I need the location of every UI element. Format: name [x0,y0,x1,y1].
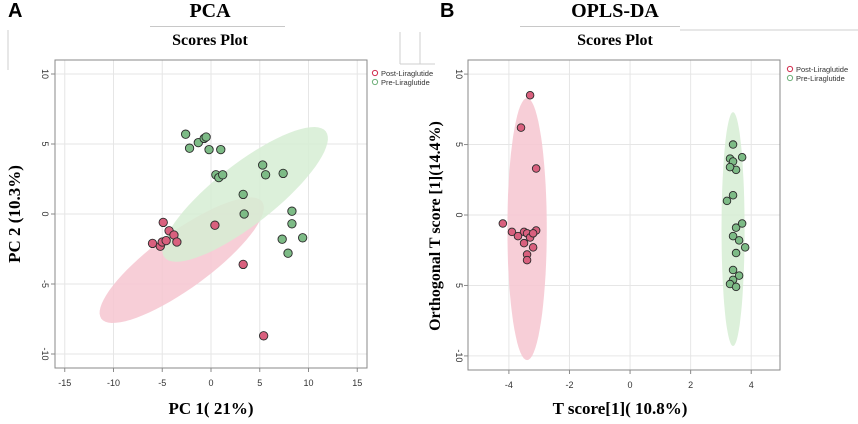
panel-b-point-pre [734,236,744,245]
panel-b-y-tick-label: -10 [454,349,464,362]
panel-a-point-pre [278,168,288,179]
panel-b-y-tick-label: 5 [454,142,464,147]
panel-b-point-post [522,255,532,265]
panel-a-point-post [258,331,269,341]
panel-a-legend-marker-pre [371,78,379,86]
panel-a-point-pre [297,233,308,243]
panel-b-point-post [525,90,535,100]
panel-b-subtitle: Scores Plot [577,32,653,49]
panel-a-letter: A [8,0,23,22]
panel-a-point-post [161,235,171,246]
panel-b-x-tick-label: -4 [505,380,513,390]
panel-a-x-tick-label: -10 [107,378,120,388]
panel-b-y-tick-label: 10 [454,69,464,79]
panel-a-legend-label-post: Post-Liraglutide [381,69,433,78]
panel-b-point-post [513,231,523,241]
panel-a-point-post [172,237,182,247]
panel-a-point-pre [184,143,195,153]
panel-b-point-pre [737,152,747,162]
panel-b-point-pre [728,140,738,149]
panel-a-point-pre [260,170,271,180]
panel-a-point-pre [216,144,226,155]
panel-b-y-tick-label: 0 [454,212,464,217]
panel-a-point-post [147,238,158,249]
panel-b-point-post [519,238,529,248]
panel-b-x-tick-label: 0 [628,380,633,390]
panel-b-x-tick-label: 4 [749,380,754,390]
panel-a-y-tick-label: 10 [40,69,50,79]
panel-a-point-pre [258,160,268,170]
panel-a-point-pre [180,129,191,139]
panel-b-y-tick-label: 5 [454,283,464,288]
panel-b-point-pre [722,196,732,206]
panel-a-point-pre [239,209,249,219]
panel-b-x-tick-label: -2 [565,380,573,390]
panel-a-x-tick-label: 15 [352,378,362,388]
panel-b-letter: B [440,0,455,22]
panel-a-point-pre [287,206,297,216]
panel-a-subtitle: Scores Plot [172,32,248,49]
panel-b-x-axis-label: T score[1]( 10.8%) [553,399,688,418]
panel-b-legend-marker-pre [786,74,794,82]
panel-a-legend-marker-post [371,69,379,77]
panel-a-point-pre [204,144,214,155]
panel-b-legend-marker-post [786,65,794,73]
panel-a-point-post [210,220,220,230]
panel-b-point-pre [731,248,741,258]
panel-b-point-post [528,243,538,252]
panel-b-point-pre [737,219,747,228]
panel-b-point-post [528,229,538,238]
panel-b-legend-label-post: Post-Liraglutide [796,65,848,74]
panel-b-title-rule [520,26,680,27]
panel-a-point-pre [287,219,297,229]
panel-a-point-pre [201,132,211,142]
panel-a-y-axis-label: PC 2 (10.3%) [5,165,24,263]
panel-b-point-post [507,227,517,237]
panel-b-point-pre [731,282,741,292]
panel-b-point-post [498,219,508,228]
panel-a-point-pre [277,234,287,244]
panel-a-title: PCA [189,0,231,22]
panel-b-title: OPLS-DA [571,0,659,22]
panel-a-x-tick-label: -5 [158,378,166,388]
panel-a-point-pre [218,170,228,180]
panel-a-point-post [158,217,168,228]
panel-b-y-axis-label: Orthogonal T score [1](14.4%) [427,121,444,331]
panel-b-point-pre [728,265,738,275]
panel-a-x-axis-label: PC 1( 21%) [169,399,254,418]
panel-b-point-post [531,164,541,173]
panel-b-point-pre [728,191,738,200]
panel-a-point-post [238,259,248,270]
panel-b-point-pre [731,223,741,232]
panel-a-y-tick-label: -10 [40,347,50,360]
panel-b-point-pre [728,231,738,241]
panel-a-legend-label-pre: Pre-Liraglutide [381,78,430,87]
panel-a-x-tick-label: 0 [208,378,213,388]
panel-a-point-pre [283,248,293,258]
panel-b-point-post [516,123,526,132]
panel-a-point-pre [238,189,248,200]
panel-b-point-pre [734,271,744,280]
panel-a-y-tick-label: 0 [40,211,50,216]
panel-b-point-pre [725,162,735,172]
panel-a-y-tick-label: 5 [40,141,50,146]
panel-a-title-rule [150,26,285,27]
panel-b-legend-label-pre: Pre-Liraglutide [796,74,845,83]
panel-a-x-tick-label: 5 [257,378,262,388]
panel-a-x-tick-label: -15 [58,378,71,388]
panel-b-point-pre [740,243,750,252]
panel-a-y-tick-label: -5 [40,280,50,288]
panel-b-x-tick-label: 2 [688,380,693,390]
panel-a-x-tick-label: 10 [303,378,313,388]
